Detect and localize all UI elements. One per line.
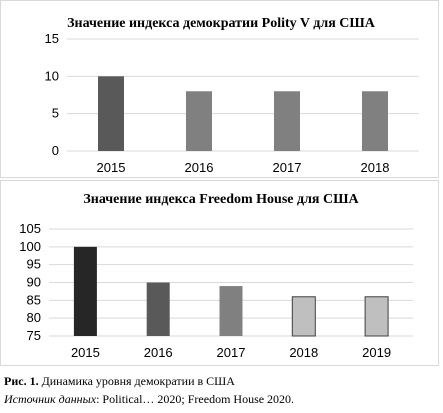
y-tick-label: 0 [52,143,59,158]
x-tick-label: 2018 [289,345,318,360]
y-tick-label: 105 [19,221,41,236]
x-tick-label: 2018 [361,160,390,175]
x-tick-label: 2016 [144,345,173,360]
figure-source: Источник данных: Political… 2020; Freedo… [4,392,294,407]
bar-2017 [274,91,300,151]
chart-polity-v-svg: Значение индекса демократии Polity V для… [45,16,419,175]
figure-label: Рис. 1. [4,374,39,388]
chart-freedom-house-svg: Значение индекса Freedom House для США 7… [19,192,413,360]
chart-freedom-house: Значение индекса Freedom House для США 7… [0,180,439,366]
y-tick-label: 15 [45,31,59,46]
source-label: Источник данных [4,392,97,406]
x-tick-label: 2016 [185,160,214,175]
source-text: : Political… 2020; Freedom House 2020. [96,392,295,406]
figure-caption: Рис. 1. Динамика уровня демократии в США [4,374,235,389]
chart-polity-v: Значение индекса демократии Polity V для… [0,0,439,178]
x-tick-label: 2019 [362,345,391,360]
y-tick-label: 5 [52,106,59,121]
chart-title: Значение индекса демократии Polity V для… [67,16,376,31]
bar-2015 [73,246,97,336]
y-tick-label: 95 [27,257,41,272]
x-tick-label: 2017 [273,160,302,175]
bar-2018 [362,91,388,151]
y-tick-label: 10 [45,68,59,83]
y-tick-label: 90 [27,275,41,290]
y-tick-label: 75 [27,328,41,343]
bar-2017 [219,286,243,336]
y-tick-label: 85 [27,292,41,307]
y-tick-label: 80 [27,310,41,325]
x-tick-label: 2017 [217,345,246,360]
chart-title: Значение индекса Freedom House для США [83,192,359,207]
x-tick-label: 2015 [97,160,126,175]
x-tick-label: 2015 [71,345,100,360]
bar-2016 [186,91,212,151]
bar-2019 [364,296,389,337]
bar-2015 [98,76,124,151]
bar-2016 [146,282,170,336]
figure-caption-text: Динамика уровня демократии в США [38,374,235,388]
bar-2018 [291,296,316,337]
y-tick-label: 100 [19,239,41,254]
